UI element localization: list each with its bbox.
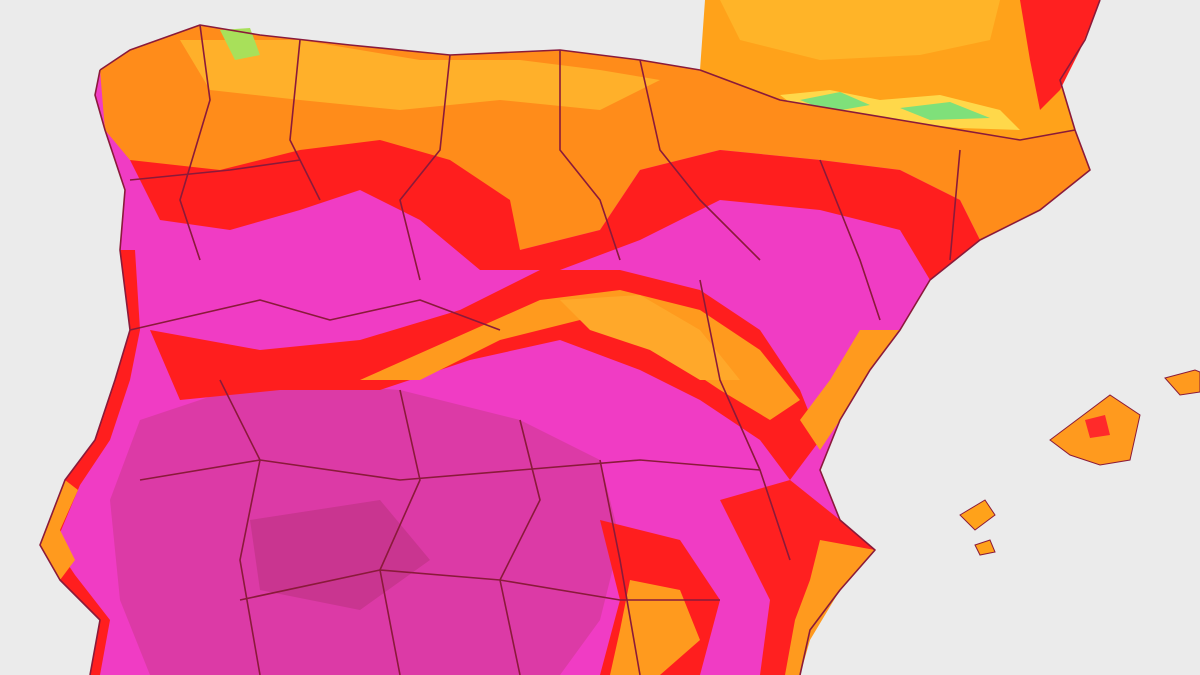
picos-cool	[220, 28, 260, 60]
coastline	[39, 0, 1101, 675]
france-warm-zone	[720, 0, 1000, 60]
france-border	[699, 69, 1076, 141]
northern-hot-band	[130, 140, 980, 280]
central-mountains-warm	[360, 290, 800, 420]
cantabrian-mild	[180, 40, 660, 110]
province-borders	[129, 24, 961, 675]
formentera	[974, 539, 996, 556]
pyrenees-cold	[800, 92, 990, 120]
mallorca-hot	[1085, 415, 1110, 438]
east-coast-hot	[720, 480, 875, 675]
hottest-zone	[250, 500, 430, 610]
france-hot-zone	[1020, 0, 1100, 110]
valencia-coast	[800, 330, 900, 450]
southeast-warm	[610, 580, 700, 675]
lisbon-coast	[40, 480, 78, 580]
menorca	[1164, 369, 1200, 396]
ibiza	[959, 499, 996, 531]
iberian-range	[560, 295, 740, 380]
